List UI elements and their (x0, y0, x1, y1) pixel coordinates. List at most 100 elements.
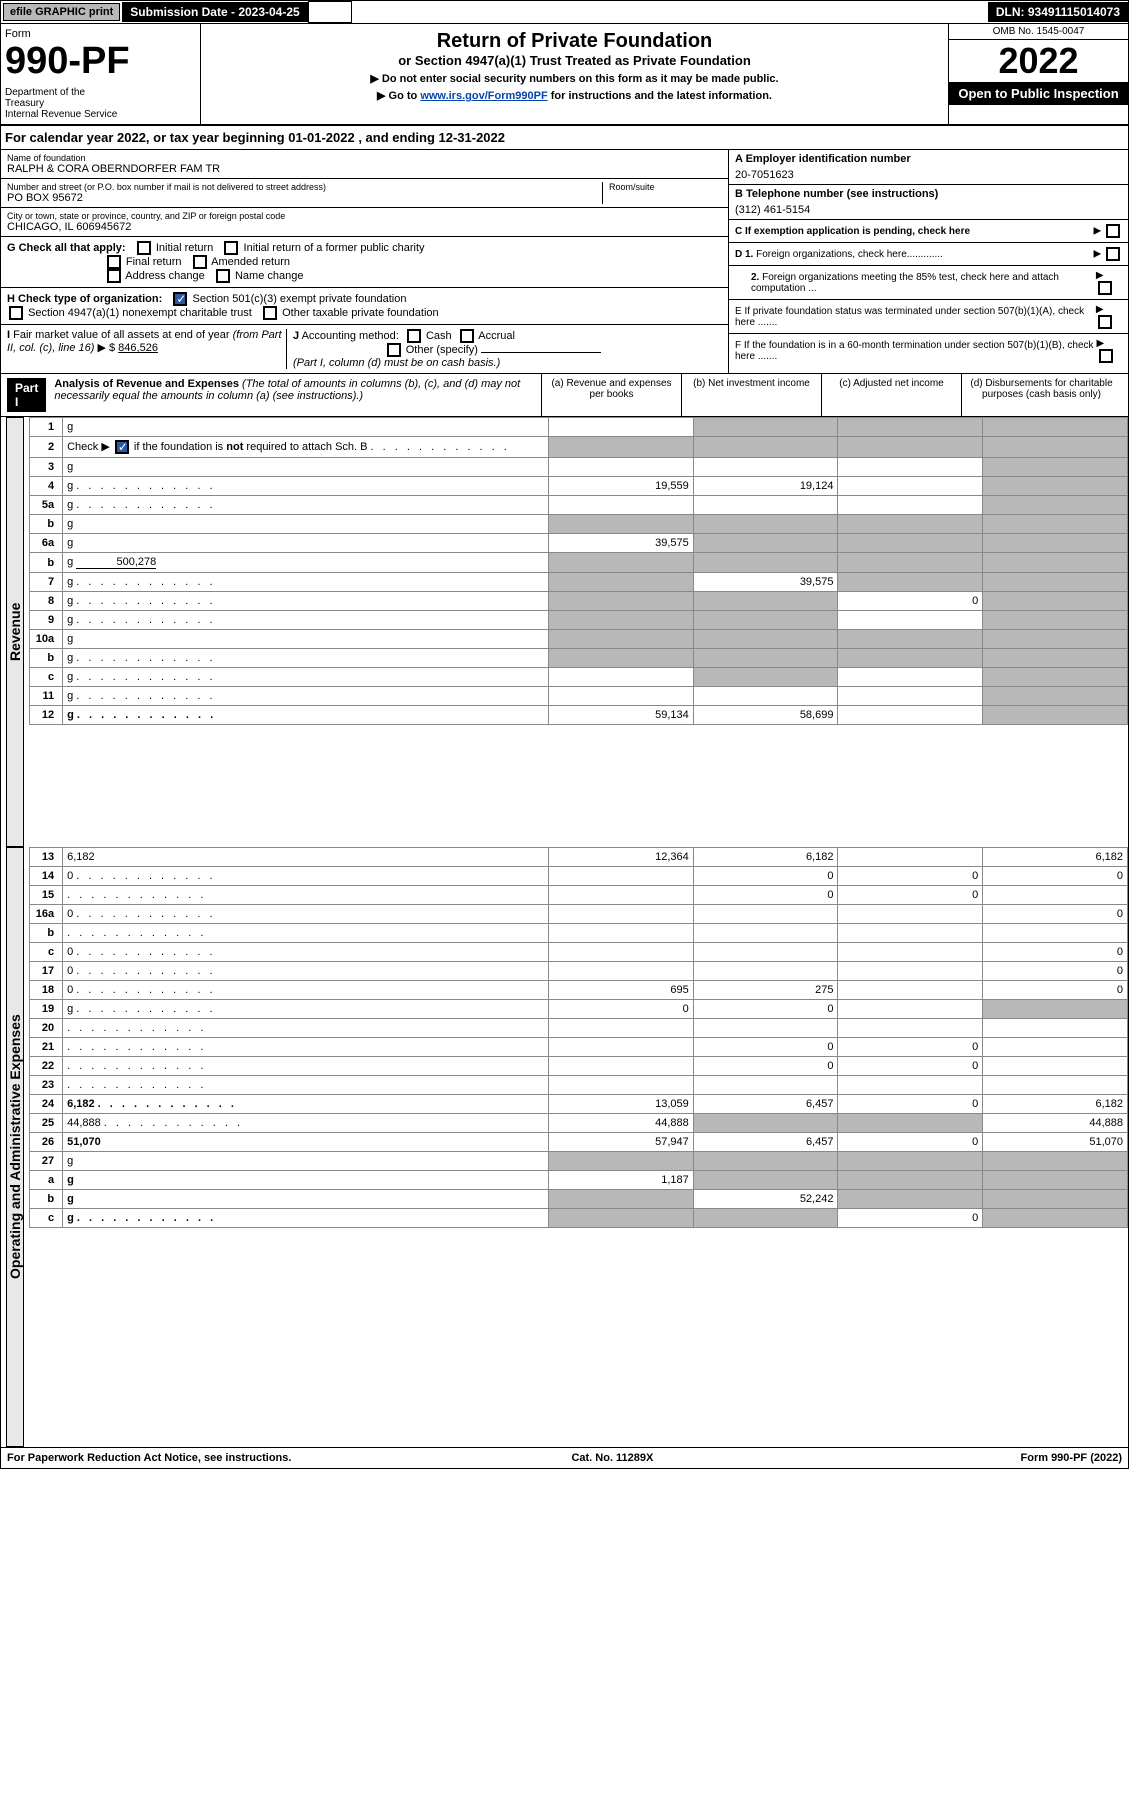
table-row: 180 6952750 (30, 981, 1128, 1000)
exemption-pending-checkbox[interactable] (1106, 224, 1120, 238)
d2-label: 2. Foreign organizations meeting the 85%… (735, 272, 1096, 294)
entity-section: Name of foundation RALPH & CORA OBERNDOR… (1, 150, 1128, 374)
line-description: g (63, 687, 549, 706)
expenses-label: Operating and Administrative Expenses (6, 847, 24, 1447)
cell-value (838, 706, 983, 725)
cell-value: 695 (549, 981, 694, 1000)
501c3-checkbox[interactable] (173, 292, 187, 306)
line-description: g (63, 573, 549, 592)
cell-grey (983, 592, 1128, 611)
submission-date: Submission Date - 2023-04-25 (122, 2, 307, 22)
cell-value: 1,187 (549, 1171, 694, 1190)
line-description (63, 1019, 549, 1038)
line-description: g (63, 496, 549, 515)
cell-value: 0 (983, 867, 1128, 886)
foreign-org-checkbox[interactable] (1106, 247, 1120, 261)
cell-value (983, 1019, 1128, 1038)
cash-checkbox[interactable] (407, 329, 421, 343)
cell-value: 0 (838, 1095, 983, 1114)
table-row: 5ag (30, 496, 1128, 515)
ssn-warning: ▶ Do not enter social security numbers o… (207, 72, 942, 85)
cell-value: 44,888 (983, 1114, 1128, 1133)
paperwork-notice: For Paperwork Reduction Act Notice, see … (7, 1452, 291, 1464)
cell-grey (693, 437, 838, 458)
cell-value (549, 867, 694, 886)
top-bar: efile GRAPHIC print Submission Date - 20… (1, 1, 1128, 24)
schb-checkbox[interactable] (115, 440, 129, 454)
cell-value: 13,059 (549, 1095, 694, 1114)
cat-no: Cat. No. 11289X (571, 1452, 653, 1464)
table-row: 23 (30, 1076, 1128, 1095)
table-row: 10ag (30, 630, 1128, 649)
table-row: 170 0 (30, 962, 1128, 981)
line-description: g (63, 477, 549, 496)
line-description: g (63, 1152, 549, 1171)
foundation-name: RALPH & CORA OBERNDORFER FAM TR (7, 163, 722, 175)
terminated-checkbox[interactable] (1098, 315, 1112, 329)
form-subtitle: or Section 4947(a)(1) Trust Treated as P… (207, 53, 942, 68)
cell-grey (693, 1114, 838, 1133)
col-c-header: (c) Adjusted net income (821, 374, 961, 416)
line-number: 17 (30, 962, 63, 981)
line-number: 6a (30, 534, 63, 553)
cell-grey (983, 553, 1128, 573)
cell-value: 0 (838, 1133, 983, 1152)
irs-link[interactable]: www.irs.gov/Form990PF (420, 90, 547, 102)
cell-value: 0 (838, 1057, 983, 1076)
cell-value: 6,182 (983, 848, 1128, 867)
cell-grey (838, 437, 983, 458)
cell-grey (549, 1152, 694, 1171)
line-number: 2 (30, 437, 63, 458)
cell-value (838, 924, 983, 943)
line-number: 16a (30, 905, 63, 924)
submission-date-blank (308, 1, 353, 23)
cell-grey (983, 1000, 1128, 1019)
line-description: 0 (63, 943, 549, 962)
table-row: 8g 0 (30, 592, 1128, 611)
initial-return-checkbox[interactable] (137, 241, 151, 255)
line-number: c (30, 668, 63, 687)
table-row: c0 0 (30, 943, 1128, 962)
line-description: g (63, 611, 549, 630)
accrual-checkbox[interactable] (460, 329, 474, 343)
name-change-checkbox[interactable] (216, 269, 230, 283)
cell-value: 6,457 (693, 1095, 838, 1114)
cell-value: 19,124 (693, 477, 838, 496)
table-row: 2544,888 44,88844,888 (30, 1114, 1128, 1133)
form-number: 990-PF (5, 40, 196, 83)
form-container: efile GRAPHIC print Submission Date - 20… (0, 0, 1129, 1469)
col-d-header: (d) Disbursements for charitable purpose… (961, 374, 1121, 416)
table-row: 21 00 (30, 1038, 1128, 1057)
cell-grey (549, 592, 694, 611)
other-taxable-checkbox[interactable] (263, 306, 277, 320)
line-number: b (30, 515, 63, 534)
60month-checkbox[interactable] (1099, 349, 1113, 363)
cell-value: 0 (838, 592, 983, 611)
line-number: 12 (30, 706, 63, 725)
d1-label: D 1. Foreign organizations, check here..… (735, 249, 943, 260)
cell-grey (838, 1190, 983, 1209)
cell-grey (983, 1152, 1128, 1171)
cell-grey (983, 534, 1128, 553)
line-number: 19 (30, 1000, 63, 1019)
cell-grey (838, 630, 983, 649)
final-return-checkbox[interactable] (107, 255, 121, 269)
amended-return-checkbox[interactable] (193, 255, 207, 269)
form-title: Return of Private Foundation (207, 30, 942, 53)
cell-value: 6,182 (693, 848, 838, 867)
initial-former-checkbox[interactable] (224, 241, 238, 255)
other-method-checkbox[interactable] (387, 343, 401, 357)
address-label: Number and street (or P.O. box number if… (7, 182, 602, 192)
efile-print-button[interactable]: efile GRAPHIC print (3, 3, 120, 21)
85pct-checkbox[interactable] (1098, 281, 1112, 295)
cell-grey (983, 668, 1128, 687)
line-description: g (63, 1190, 549, 1209)
cell-value (838, 668, 983, 687)
cell-value: 19,559 (549, 477, 694, 496)
cell-grey (693, 1171, 838, 1190)
address-change-checkbox[interactable] (107, 269, 121, 283)
cell-value (693, 1019, 838, 1038)
section-i-j: I Fair market value of all assets at end… (1, 325, 728, 373)
4947a1-checkbox[interactable] (9, 306, 23, 320)
line-number: 21 (30, 1038, 63, 1057)
